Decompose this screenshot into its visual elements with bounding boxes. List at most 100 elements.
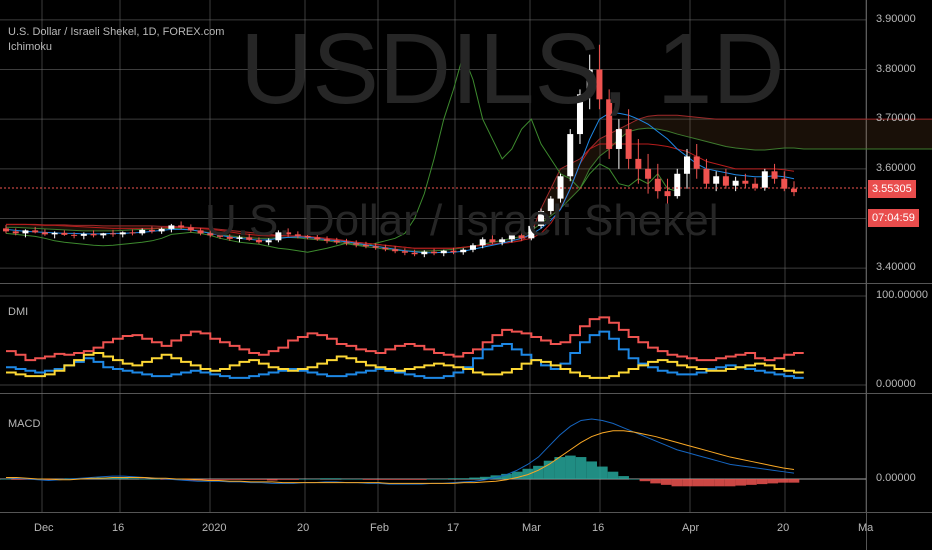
kijun-sen: [6, 143, 795, 249]
macd-histogram-bar: [256, 479, 267, 480]
price-axis-label: 3.70000: [876, 112, 916, 125]
candle-body: [246, 237, 253, 240]
macd-histogram-bar: [778, 479, 789, 483]
macd-histogram-bar: [0, 479, 12, 480]
ichimoku-label[interactable]: Ichimoku: [8, 41, 53, 53]
time-axis-label: Ma: [858, 522, 874, 534]
candle-body: [22, 230, 29, 234]
candle-body: [674, 173, 681, 197]
candle-body: [178, 225, 185, 228]
candle-body: [207, 233, 214, 236]
time-axis-label: 17: [447, 522, 460, 534]
candle-body: [71, 234, 78, 236]
macd-histogram-bar: [298, 479, 310, 480]
candle-body: [100, 233, 107, 236]
macd-histogram-bar: [767, 479, 779, 484]
macd-histogram-bar: [618, 476, 629, 479]
macd-histogram-bar: [575, 457, 587, 479]
macd-histogram-bar: [309, 479, 321, 480]
candle-body: [110, 233, 117, 235]
macd-histogram-bar: [330, 478, 342, 479]
time-axis-label: Dec: [34, 522, 54, 534]
candle-body: [450, 250, 457, 253]
candle-body: [567, 134, 574, 177]
macd-axis-label: 0.00000: [876, 472, 916, 484]
candle-body: [732, 180, 739, 186]
symbol-title[interactable]: U.S. Dollar / Israeli Shekel, 1D, FOREX.…: [8, 26, 225, 38]
candle-body: [294, 234, 301, 236]
signal-line: [6, 430, 795, 484]
candle-body: [761, 171, 768, 188]
candle-body: [275, 232, 282, 241]
candles: [3, 44, 797, 258]
macd-histogram-bar: [735, 479, 747, 486]
senkou-span-a: [6, 127, 932, 252]
candle-body: [596, 69, 603, 100]
dmi-plus-line: [6, 330, 804, 379]
macd-histogram-bar: [533, 465, 544, 479]
candle-body: [314, 237, 321, 240]
candle-body: [51, 232, 58, 235]
last-price-tag: 3.55305: [868, 180, 916, 198]
candle-body: [168, 225, 175, 229]
macd-label[interactable]: MACD: [8, 418, 41, 430]
candle-body: [41, 232, 48, 235]
adx-line: [6, 351, 804, 379]
candle-body: [645, 168, 652, 179]
candle-body: [703, 168, 710, 184]
macd-histogram-bar: [565, 455, 576, 479]
macd-histogram-bar: [447, 478, 459, 479]
macd-histogram-bar: [245, 479, 257, 480]
candle-body: [32, 230, 39, 233]
candle-body: [752, 183, 759, 188]
macd-histogram-bar: [415, 479, 427, 480]
macd-histogram-bar: [213, 479, 225, 480]
dmi-label[interactable]: DMI: [8, 306, 29, 318]
candle-body: [586, 69, 593, 95]
macd-histogram-bar: [650, 479, 661, 484]
candle-body: [528, 225, 535, 239]
candle-body: [255, 239, 262, 243]
macd-histogram-bar: [139, 479, 150, 480]
candle-body: [440, 250, 447, 254]
macd-histogram-bar: [107, 477, 118, 479]
price-axis-label: 3.90000: [876, 12, 916, 25]
candle-body: [693, 156, 700, 169]
macd-histogram-bar: [128, 478, 140, 479]
time-axis-label: 16: [592, 522, 605, 534]
candle-body: [713, 176, 720, 184]
candle-body: [362, 244, 369, 247]
candle-body: [401, 251, 408, 253]
candle-body: [489, 239, 496, 243]
candle-body: [285, 232, 292, 235]
candle-body: [683, 156, 690, 174]
macd-histogram-bar: [522, 468, 534, 479]
candle-body: [518, 235, 525, 239]
macd-histogram-bar: [341, 479, 353, 480]
candle-body: [236, 237, 243, 239]
candle-body: [61, 232, 68, 235]
candle-body: [508, 235, 515, 240]
macd-histogram-bar: [501, 473, 512, 479]
macd-histogram-bar: [11, 479, 22, 480]
macd-histogram-bar: [320, 478, 331, 479]
dmi-axis-label: 0.00000: [876, 378, 916, 390]
candle-body: [576, 94, 583, 135]
macd-histogram-bar: [43, 479, 54, 481]
macd-histogram-bar: [554, 457, 566, 479]
cloud-fill: [6, 115, 932, 252]
candle-body: [781, 178, 788, 189]
time-axis-label: 16: [112, 522, 125, 534]
time-axis-label: Mar: [522, 522, 541, 534]
macd-histogram-bar: [117, 477, 129, 479]
tenkan-sen: [5, 112, 795, 254]
macd-histogram-bar: [511, 471, 523, 479]
indicator-lines: [5, 53, 795, 254]
macd-histogram-bar: [405, 479, 416, 480]
macd-histogram-bar: [479, 476, 491, 479]
macd-histogram-bar: [149, 479, 161, 480]
macd-histogram-bar: [469, 477, 480, 479]
macd-histogram-bar: [266, 479, 278, 481]
macd-histogram-bar: [203, 479, 214, 480]
